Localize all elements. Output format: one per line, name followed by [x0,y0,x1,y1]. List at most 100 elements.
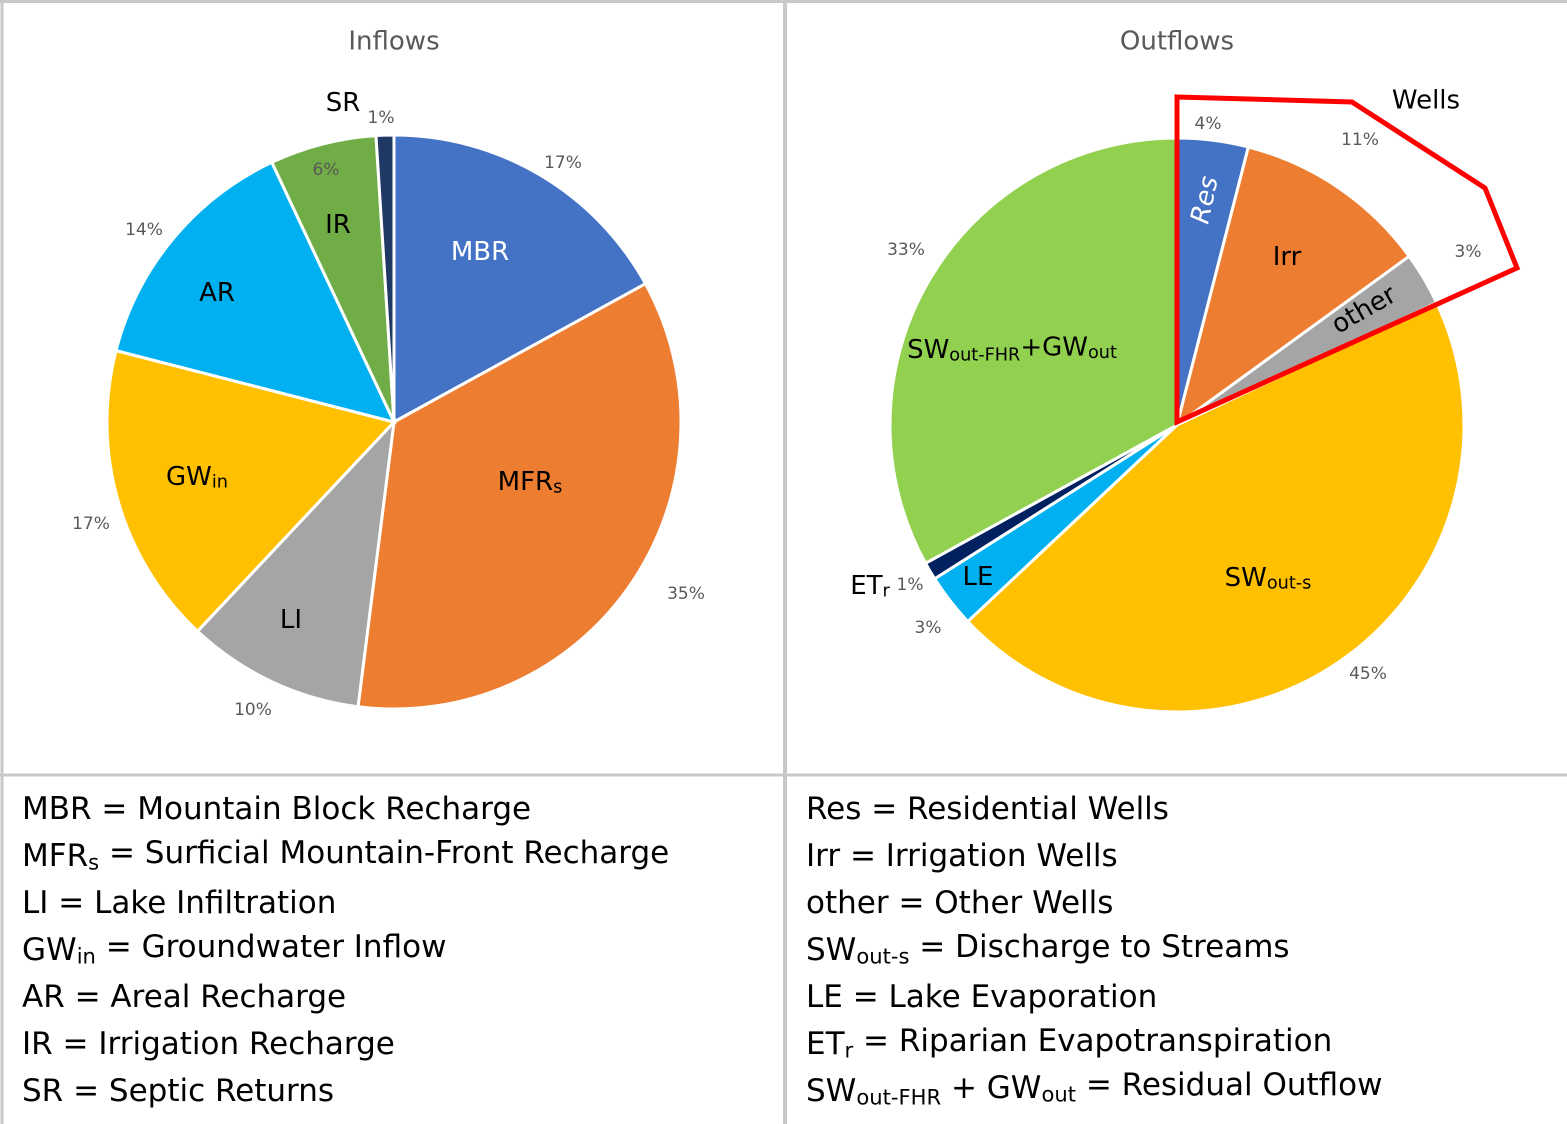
text: GW [166,462,212,492]
slice-label: GWin [166,462,228,493]
legend-note: MFRs = Surficial Mountain-Front Recharge [22,835,669,875]
value-label: 17% [544,153,582,173]
legend-note: ETr = Riparian Evapotranspiration [806,1023,1332,1063]
pie-slice [965,300,1466,714]
text: IR [325,210,351,240]
text: = Residual Outflow [1076,1067,1383,1103]
wells-outline [1174,94,1521,426]
value-label: 4% [1195,114,1222,134]
subscript: out-s [856,943,909,968]
text: AR [199,278,235,308]
text: Irr = Irrigation Wells [806,838,1118,874]
legend-note: SR = Septic Returns [22,1073,334,1109]
subscript: out-s [1267,573,1312,593]
subscript: out-FHR [949,345,1020,365]
slice-label: AR [199,278,235,308]
text: SW [907,335,949,365]
text: LI = Lake Infiltration [22,885,336,921]
legend-note: Irr = Irrigation Wells [806,838,1118,874]
pie-slice [356,281,683,711]
pie-slice [114,160,397,425]
legend-note: AR = Areal Recharge [22,979,346,1015]
value-label: 11% [1341,130,1379,150]
slice-label: Irr [1273,242,1302,272]
value-label: 6% [313,160,340,180]
subscript: s [88,849,99,874]
annotation: Wells [1392,86,1460,116]
slice-label: SR [326,88,361,118]
text: SR [326,88,361,118]
slice-label: MFRs [498,467,563,498]
subscript: r [883,581,891,601]
text: other = Other Wells [806,885,1113,921]
text: MBR = Mountain Block Recharge [22,791,531,827]
value-label: 33% [887,240,925,260]
slice-label: IR [325,210,351,240]
slice-label: SWout-FHR+GWout [907,332,1117,365]
subscript: out [1041,1081,1076,1106]
subscript: r [845,1037,854,1062]
text: ET [806,1026,846,1062]
text: MBR [451,237,509,267]
pie-slice [195,417,397,709]
text: SW [1225,563,1267,593]
legend-note: SWout-s = Discharge to Streams [806,929,1290,969]
legend-note: Res = Residential Wells [806,791,1169,827]
text: LE [963,562,994,592]
subscript: s [553,477,562,497]
text: LI [280,605,302,635]
text: IR = Irrigation Recharge [22,1026,395,1062]
pie-slice [105,348,397,634]
text: AR = Areal Recharge [22,979,346,1015]
subscript: out-FHR [856,1084,941,1109]
legend-note: IR = Irrigation Recharge [22,1026,395,1062]
subscript: out [1088,343,1117,363]
value-label: 3% [915,618,942,638]
text: MFR [498,467,553,497]
value-label: 1% [368,108,395,128]
legend-note: SWout-FHR + GWout = Residual Outflow [806,1067,1383,1110]
text: = Riparian Evapotranspiration [853,1023,1332,1059]
pie-slice [374,133,396,423]
subscript: in [212,472,228,492]
text: = Groundwater Inflow [96,929,447,965]
text: ET [850,571,882,601]
slice-label: SWout-s [1225,563,1312,594]
value-label: 10% [234,700,272,720]
slice-label: MBR [451,237,509,267]
legend-note: GWin = Groundwater Inflow [22,929,446,969]
pie-slice [392,133,648,425]
text: SW [806,932,856,968]
text: SR = Septic Returns [22,1073,334,1109]
slice-label: ETr [850,571,890,602]
legend-note: LE = Lake Evaporation [806,979,1157,1015]
legend-note: LI = Lake Infiltration [22,885,336,921]
text: LE = Lake Evaporation [806,979,1157,1015]
text: Res = Residential Wells [806,791,1169,827]
text: +GW [1020,332,1088,362]
legend-note: MBR = Mountain Block Recharge [22,791,531,827]
pie-slice [888,136,1179,566]
text: GW [22,932,77,968]
value-label: 35% [667,584,705,604]
text: SW [806,1073,856,1109]
slice-label: LI [280,605,302,635]
value-label: 17% [72,514,110,534]
subscript: in [77,943,96,968]
value-label: 45% [1349,664,1387,684]
chart-title: Inflows [348,27,439,57]
chart-title: Outflows [1120,27,1234,57]
text: = Discharge to Streams [909,929,1289,965]
text: = Surficial Mountain-Front Recharge [99,835,669,871]
pie-slice [1174,145,1412,429]
text: MFR [22,838,88,874]
text: + GW [941,1070,1041,1106]
value-label: 14% [125,220,163,240]
legend-note: other = Other Wells [806,885,1113,921]
text: Irr [1273,242,1302,272]
slice-label: LE [963,562,994,592]
value-label: 3% [1455,242,1482,262]
value-label: 1% [897,575,924,595]
